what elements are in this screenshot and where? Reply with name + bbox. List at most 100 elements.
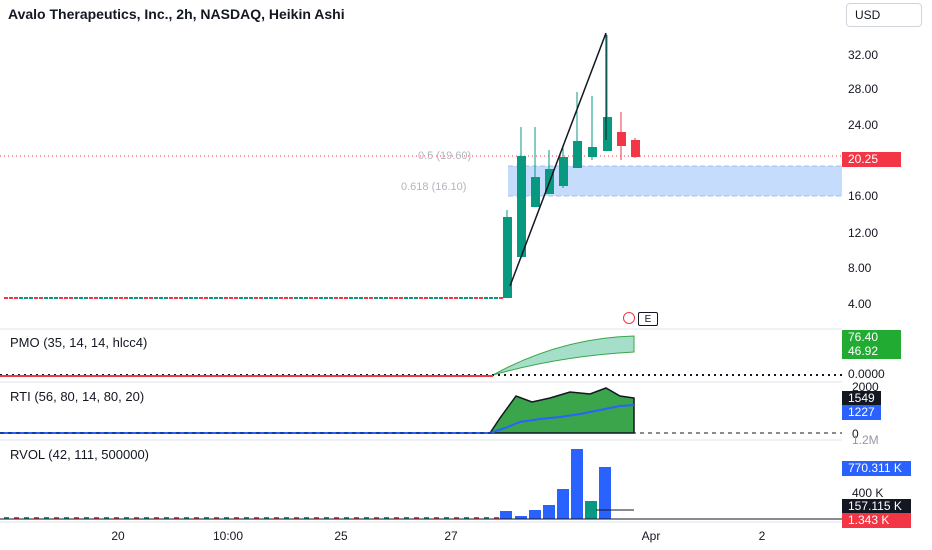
rvol-bar xyxy=(94,517,99,519)
candle xyxy=(224,297,228,299)
candle xyxy=(364,297,368,299)
price-tick: 32.00 xyxy=(848,48,879,62)
pmo-signal-badge: 46.92 xyxy=(842,344,901,359)
candle xyxy=(119,297,123,299)
rvol-current-badge: 1.343 K xyxy=(842,513,911,528)
rvol-bars-group xyxy=(4,449,611,519)
price-tick: 8.00 xyxy=(848,261,872,275)
candle xyxy=(409,297,413,299)
candle xyxy=(384,297,388,299)
candle xyxy=(144,297,148,299)
rvol-bar xyxy=(414,517,419,519)
candle xyxy=(499,297,503,299)
candle xyxy=(444,297,448,299)
price-tick: 24.00 xyxy=(848,118,879,132)
rvol-bar xyxy=(274,517,279,519)
rvol-bar xyxy=(114,517,119,519)
rvol-legend[interactable]: RVOL (42, 111, 500000) xyxy=(10,447,150,462)
rvol-bar xyxy=(254,517,259,519)
candle xyxy=(454,297,458,299)
candle xyxy=(603,117,612,151)
candle xyxy=(399,297,403,299)
rvol-bar xyxy=(344,517,349,519)
rvol-bar xyxy=(484,517,489,519)
rvol-bar xyxy=(154,517,159,519)
rvol-bar xyxy=(494,517,499,519)
candle xyxy=(344,297,348,299)
rvol-bar xyxy=(374,517,379,519)
rvol-bar xyxy=(4,517,9,519)
rvol-bar xyxy=(194,517,199,519)
candle xyxy=(84,297,88,299)
rvol-bar xyxy=(24,517,29,519)
candle xyxy=(239,297,243,299)
candle xyxy=(474,297,478,299)
pmo-value-badge: 76.40 xyxy=(842,330,901,345)
candle xyxy=(319,297,323,299)
candle xyxy=(39,297,43,299)
rvol-bar xyxy=(184,517,189,519)
candle xyxy=(517,156,526,257)
rvol-bar xyxy=(585,501,597,519)
rvol-bar xyxy=(144,517,149,519)
candle xyxy=(459,297,463,299)
rti-line xyxy=(0,404,635,434)
earnings-circle-icon[interactable] xyxy=(622,311,636,325)
candle xyxy=(169,297,173,299)
candle xyxy=(114,297,118,299)
candle xyxy=(269,297,273,299)
rvol-bar xyxy=(284,517,289,519)
candle xyxy=(484,297,488,299)
candle xyxy=(99,297,103,299)
candle xyxy=(329,297,333,299)
rvol-bar xyxy=(384,517,389,519)
candle xyxy=(134,297,138,299)
earnings-marker-button[interactable]: E xyxy=(638,312,658,326)
candle xyxy=(389,297,393,299)
candle xyxy=(334,297,338,299)
rvol-bar xyxy=(571,449,583,519)
candle xyxy=(139,297,143,299)
rvol-bar xyxy=(424,517,429,519)
rti-legend[interactable]: RTI (56, 80, 14, 80, 20) xyxy=(10,389,145,404)
candle xyxy=(184,297,188,299)
pmo-zero-tick: 0.0000 xyxy=(848,367,885,381)
candle xyxy=(304,297,308,299)
currency-selector[interactable]: USD xyxy=(846,3,922,27)
candle xyxy=(379,297,383,299)
fib-label-0618: 0.618 (16.10) xyxy=(401,181,467,193)
candle xyxy=(104,297,108,299)
candle xyxy=(204,297,208,299)
rvol-bar xyxy=(124,517,129,519)
candle xyxy=(49,297,53,299)
rvol-bar xyxy=(44,517,49,519)
rvol-bar xyxy=(515,516,527,519)
rvol-bar xyxy=(64,517,69,519)
candle xyxy=(559,157,568,186)
rti-value-badge: 1549 xyxy=(842,391,881,406)
rvol-bar xyxy=(364,517,369,519)
rvol-top-tick: 1.2M xyxy=(852,433,879,447)
price-tick: 28.00 xyxy=(848,82,879,96)
candle xyxy=(109,297,113,299)
rvol-bar xyxy=(214,517,219,519)
candle xyxy=(339,297,343,299)
rvol-bar xyxy=(164,517,169,519)
candle xyxy=(174,297,178,299)
candle xyxy=(503,217,512,298)
price-tick: 12.00 xyxy=(848,226,879,240)
candle xyxy=(59,297,63,299)
candle xyxy=(324,297,328,299)
candle xyxy=(424,297,428,299)
candle xyxy=(29,297,33,299)
pmo-legend[interactable]: PMO (35, 14, 14, hlcc4) xyxy=(10,335,148,350)
rvol-value-badge: 770.311 K xyxy=(842,461,911,476)
candle xyxy=(124,297,128,299)
chart-title[interactable]: Avalo Therapeutics, Inc., 2h, NASDAQ, He… xyxy=(8,6,345,22)
rvol-bar xyxy=(54,517,59,519)
candle xyxy=(414,297,418,299)
candle xyxy=(349,297,353,299)
candle xyxy=(259,297,263,299)
candle xyxy=(289,297,293,299)
